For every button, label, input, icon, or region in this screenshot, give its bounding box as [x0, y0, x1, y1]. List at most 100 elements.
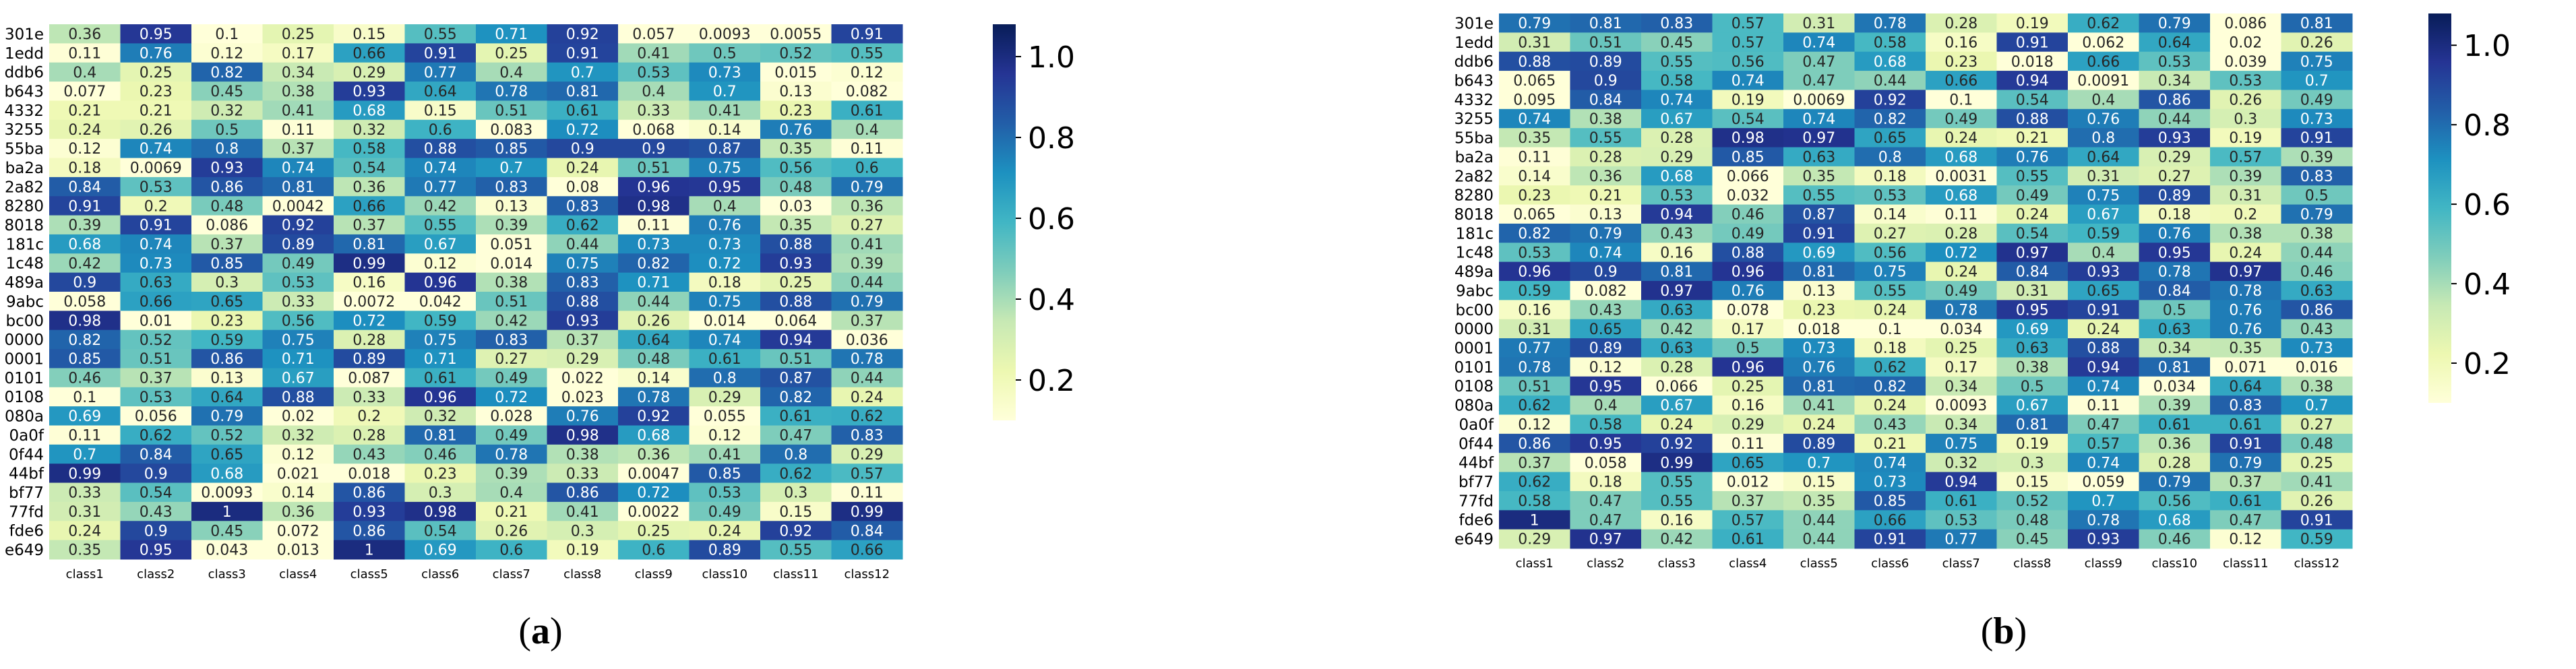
heatmap-cell: [404, 196, 477, 216]
heatmap-cell: [191, 406, 263, 426]
cell-value-label: 0.44: [2158, 111, 2191, 128]
cell-value-label: 0.75: [424, 332, 457, 349]
heatmap-cell: [476, 292, 547, 311]
cell-value-label: 0.49: [495, 371, 528, 387]
cell-value-label: 0.35: [1518, 130, 1551, 147]
cell-value-label: 0.6: [429, 122, 452, 139]
heatmap-cell: [1926, 185, 1997, 205]
heatmap-cell: [476, 464, 547, 484]
cell-value-label: 0.66: [2087, 54, 2120, 71]
heatmap-cell: [404, 100, 477, 121]
cell-value-label: 0.44: [566, 236, 599, 253]
heatmap-cell: [49, 196, 121, 216]
heatmap-cell: [760, 482, 832, 503]
heatmap-cell: [831, 464, 903, 484]
heatmap-cell: [2210, 490, 2281, 511]
cell-value-label: 0.82: [68, 332, 101, 349]
heatmap-cell: [2210, 108, 2281, 129]
cell-value-label: 0.078: [1727, 302, 1769, 319]
heatmap-cell: [1570, 529, 1642, 549]
heatmap-cell: [1996, 376, 2068, 396]
column-tick-label: class6: [1871, 556, 1909, 571]
heatmap-cell: [404, 253, 477, 274]
heatmap-cell: [618, 329, 689, 350]
cell-value-label: 0.12: [708, 428, 741, 445]
cell-value-label: 0.98: [566, 428, 599, 445]
cell-value-label: 0.16: [1944, 34, 1977, 51]
heatmap-cell: [1854, 338, 1926, 358]
cell-value-label: 0.59: [2300, 532, 2333, 548]
heatmap-cell: [2068, 300, 2139, 320]
heatmap-cell: [2281, 243, 2353, 263]
cell-value-label: 0.41: [2300, 474, 2333, 491]
cell-value-label: 0.91: [140, 218, 173, 234]
heatmap-cell: [1926, 490, 1997, 511]
cell-value-label: 0.62: [1518, 397, 1551, 414]
cell-value-label: 0.6: [855, 160, 879, 177]
cell-value-label: 0.88: [779, 236, 812, 253]
heatmap-cell: [2139, 108, 2211, 129]
heatmap-cell: [476, 253, 547, 274]
cell-value-label: 0.057: [632, 26, 675, 43]
heatmap-cell: [191, 464, 263, 484]
cell-value-label: 0.023: [561, 389, 604, 406]
heatmap-cell: [262, 62, 334, 82]
cell-value-label: 0.0093: [1935, 397, 1987, 414]
cell-value-label: 0.24: [68, 122, 101, 139]
cell-value-label: 0.78: [1518, 360, 1551, 377]
heatmap-cell: [618, 501, 689, 521]
cell-value-label: 0.91: [2300, 130, 2333, 147]
heatmap-cell: [404, 119, 477, 139]
row-tick-label: bf77: [9, 484, 44, 502]
column-tick-label: class6: [421, 567, 459, 581]
heatmap-cell: [1570, 281, 1642, 300]
cell-value-label: 0.65: [210, 447, 243, 464]
cell-value-label: 0.57: [2229, 150, 2262, 166]
heatmap-cell: [120, 329, 192, 350]
cell-value-label: 0.83: [2229, 397, 2262, 414]
heatmap-cell: [120, 311, 192, 331]
heatmap-cell: [120, 158, 192, 178]
cell-value-label: 0.97: [1660, 283, 1693, 300]
cell-value-label: 0.44: [2300, 245, 2333, 261]
heatmap-cell: [547, 292, 619, 311]
heatmap-cell: [49, 387, 121, 407]
heatmap-cell: [760, 349, 832, 369]
cell-value-label: 0.91: [68, 198, 101, 215]
heatmap-cell: [191, 329, 263, 350]
cell-value-label: 0.48: [2016, 512, 2049, 529]
cell-value-label: 0.47: [1589, 512, 1622, 529]
heatmap-cell: [404, 464, 477, 484]
heatmap-cell: [2139, 128, 2211, 148]
heatmap-cell: [2139, 243, 2211, 263]
heatmap-cell: [1996, 261, 2068, 282]
heatmap-cell: [334, 196, 405, 216]
cell-value-label: 0.5: [2305, 187, 2329, 204]
cell-value-label: 0.39: [2300, 150, 2333, 166]
cell-value-label: 0.61: [779, 408, 812, 425]
cell-value-label: 0.42: [68, 255, 101, 272]
cell-value-label: 0.29: [566, 351, 599, 368]
cell-value-label: 0.38: [566, 447, 599, 464]
heatmap-cell: [1996, 453, 2068, 473]
heatmap-cell: [618, 43, 689, 63]
cell-value-label: 0.24: [1944, 264, 1977, 281]
heatmap-cell: [262, 368, 334, 388]
heatmap-cell: [1499, 204, 1570, 224]
heatmap-cell: [120, 177, 192, 197]
heatmap-cell: [547, 329, 619, 350]
cell-value-label: 0.056: [135, 408, 177, 425]
cell-value-label: 0.24: [1802, 417, 1835, 434]
heatmap-cell: [1712, 108, 1784, 129]
heatmap-cell: [2210, 281, 2281, 300]
cell-value-label: 0.015: [774, 65, 817, 82]
heatmap-cell: [1641, 243, 1713, 263]
row-tick-label: 9abc: [1456, 282, 1494, 300]
cell-value-label: 0.52: [210, 428, 243, 445]
heatmap-cell: [831, 253, 903, 274]
cell-value-label: 0.81: [2300, 15, 2333, 32]
cell-value-label: 0.3: [571, 523, 594, 540]
cell-value-label: 0.77: [424, 65, 457, 82]
heatmap-cell: [1854, 300, 1926, 320]
cell-value-label: 0.95: [708, 179, 741, 196]
